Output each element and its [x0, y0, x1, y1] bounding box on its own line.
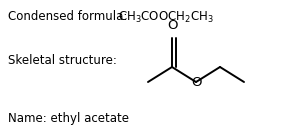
Text: O: O: [191, 75, 201, 89]
Text: CH$_3$COOCH$_2$CH$_3$: CH$_3$COOCH$_2$CH$_3$: [118, 10, 214, 25]
Text: O: O: [167, 19, 177, 32]
Text: Condensed formula:: Condensed formula:: [8, 10, 131, 23]
Text: Skeletal structure:: Skeletal structure:: [8, 53, 117, 67]
Text: Name: ethyl acetate: Name: ethyl acetate: [8, 112, 129, 125]
